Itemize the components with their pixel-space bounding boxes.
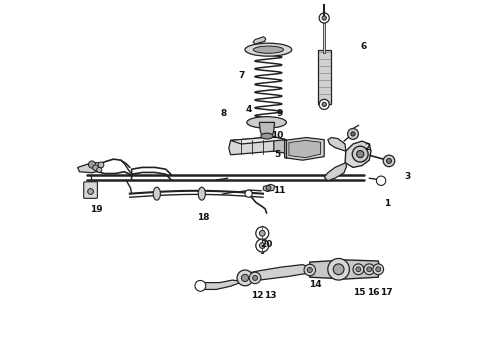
- Polygon shape: [242, 265, 310, 282]
- Circle shape: [249, 272, 261, 284]
- Polygon shape: [77, 163, 103, 173]
- Circle shape: [383, 155, 395, 167]
- FancyBboxPatch shape: [84, 182, 98, 198]
- Circle shape: [351, 132, 355, 136]
- Text: 16: 16: [367, 288, 379, 297]
- Ellipse shape: [245, 43, 292, 56]
- Circle shape: [328, 258, 349, 280]
- Circle shape: [195, 280, 206, 291]
- Circle shape: [387, 158, 392, 163]
- Circle shape: [98, 162, 104, 168]
- Circle shape: [322, 16, 326, 20]
- Polygon shape: [310, 260, 380, 279]
- Polygon shape: [229, 137, 275, 155]
- Circle shape: [245, 190, 252, 197]
- Text: 1: 1: [384, 199, 391, 208]
- Circle shape: [333, 264, 344, 275]
- Circle shape: [259, 243, 265, 248]
- Ellipse shape: [153, 187, 160, 200]
- Ellipse shape: [261, 133, 273, 139]
- Text: 2: 2: [364, 143, 370, 152]
- Polygon shape: [253, 37, 266, 44]
- Circle shape: [319, 13, 329, 23]
- Polygon shape: [324, 163, 346, 181]
- Ellipse shape: [247, 117, 286, 128]
- Circle shape: [88, 189, 94, 194]
- Text: 3: 3: [404, 172, 410, 181]
- Polygon shape: [328, 138, 346, 151]
- Circle shape: [304, 264, 316, 276]
- Text: 11: 11: [273, 186, 286, 195]
- Circle shape: [373, 264, 384, 275]
- Circle shape: [357, 150, 364, 158]
- Circle shape: [352, 146, 368, 162]
- Circle shape: [364, 264, 374, 275]
- Text: 8: 8: [220, 109, 226, 118]
- Text: 5: 5: [274, 150, 280, 159]
- Polygon shape: [263, 184, 274, 192]
- Text: 12: 12: [251, 291, 264, 300]
- Text: 10: 10: [271, 131, 284, 140]
- Circle shape: [307, 267, 313, 273]
- Circle shape: [256, 227, 269, 240]
- Polygon shape: [259, 122, 274, 136]
- Polygon shape: [274, 137, 286, 153]
- Circle shape: [356, 267, 361, 272]
- Circle shape: [88, 161, 96, 168]
- Circle shape: [353, 264, 364, 275]
- Circle shape: [319, 99, 329, 109]
- Circle shape: [242, 274, 248, 282]
- Ellipse shape: [253, 46, 284, 53]
- Circle shape: [376, 267, 381, 272]
- Text: 15: 15: [353, 288, 366, 297]
- Circle shape: [259, 230, 265, 236]
- Text: 19: 19: [90, 205, 103, 214]
- Text: 7: 7: [238, 71, 245, 80]
- Polygon shape: [285, 138, 324, 160]
- Circle shape: [367, 267, 371, 272]
- Polygon shape: [345, 141, 371, 167]
- Bar: [318, 50, 331, 104]
- Text: 18: 18: [197, 213, 210, 222]
- Polygon shape: [289, 140, 320, 158]
- Ellipse shape: [198, 187, 205, 200]
- Text: 9: 9: [276, 109, 282, 118]
- Circle shape: [376, 176, 386, 185]
- Circle shape: [322, 102, 326, 107]
- Circle shape: [237, 270, 253, 286]
- Text: 6: 6: [361, 42, 367, 51]
- Circle shape: [256, 239, 269, 252]
- Circle shape: [93, 165, 98, 171]
- Circle shape: [266, 185, 271, 190]
- Circle shape: [347, 129, 358, 139]
- Polygon shape: [198, 280, 243, 289]
- Text: 4: 4: [245, 105, 252, 114]
- Polygon shape: [231, 137, 286, 144]
- Text: 13: 13: [264, 291, 276, 300]
- Text: 14: 14: [309, 280, 321, 289]
- Text: 17: 17: [380, 288, 393, 297]
- Circle shape: [97, 167, 102, 172]
- Text: 20: 20: [260, 240, 273, 249]
- Circle shape: [252, 275, 258, 280]
